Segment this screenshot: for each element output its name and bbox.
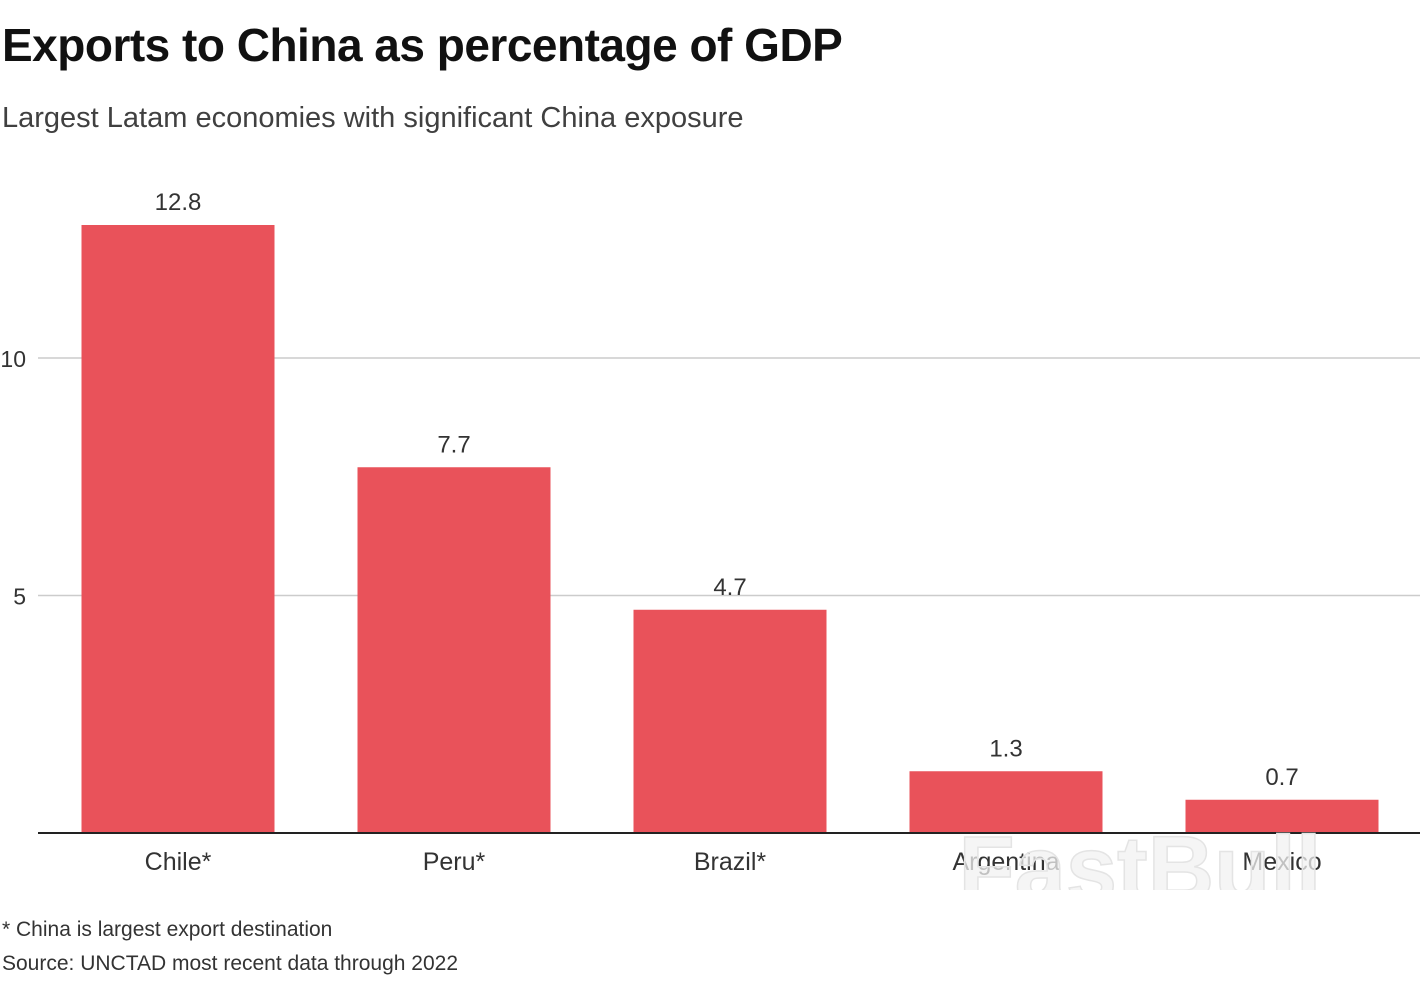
bar-1 — [357, 467, 551, 833]
bar-3 — [909, 771, 1103, 833]
bar-chart: 5 10 12.8 7.7 4.7 1.3 0.7 Chile* Peru* Brazil* A… — [0, 189, 1420, 890]
data-label: 7.7 — [437, 431, 470, 458]
y-tick-label: 10 — [0, 346, 26, 372]
y-tick-label: 5 — [13, 584, 26, 610]
category-label: Mexico — [1242, 848, 1321, 876]
bars — [81, 225, 1379, 833]
watermark-logo: FastBull — [959, 818, 1322, 890]
chart-subtitle: Largest Latam economies with significant… — [2, 102, 744, 134]
category-label: Brazil* — [694, 848, 767, 876]
chart-title: Exports to China as percentage of GDP — [2, 19, 843, 71]
bar-4 — [1185, 799, 1379, 833]
data-labels: 12.8 7.7 4.7 1.3 0.7 — [155, 189, 1299, 791]
data-label: 0.7 — [1265, 764, 1298, 791]
category-label: Chile* — [145, 848, 212, 876]
category-label: Argentina — [952, 848, 1059, 876]
y-axis-ticks: 5 10 — [0, 346, 26, 610]
data-label: 1.3 — [989, 735, 1022, 762]
bar-2 — [633, 609, 827, 833]
category-labels: Chile* Peru* Brazil* Argentina Mexico — [145, 848, 1322, 876]
category-label: Peru* — [423, 848, 486, 876]
chart-footnote: * China is largest export destination — [2, 918, 333, 941]
chart-source: Source: UNCTAD most recent data through … — [2, 952, 459, 975]
data-label: 12.8 — [155, 189, 202, 216]
bar-0 — [81, 225, 275, 833]
data-label: 4.7 — [713, 574, 746, 601]
